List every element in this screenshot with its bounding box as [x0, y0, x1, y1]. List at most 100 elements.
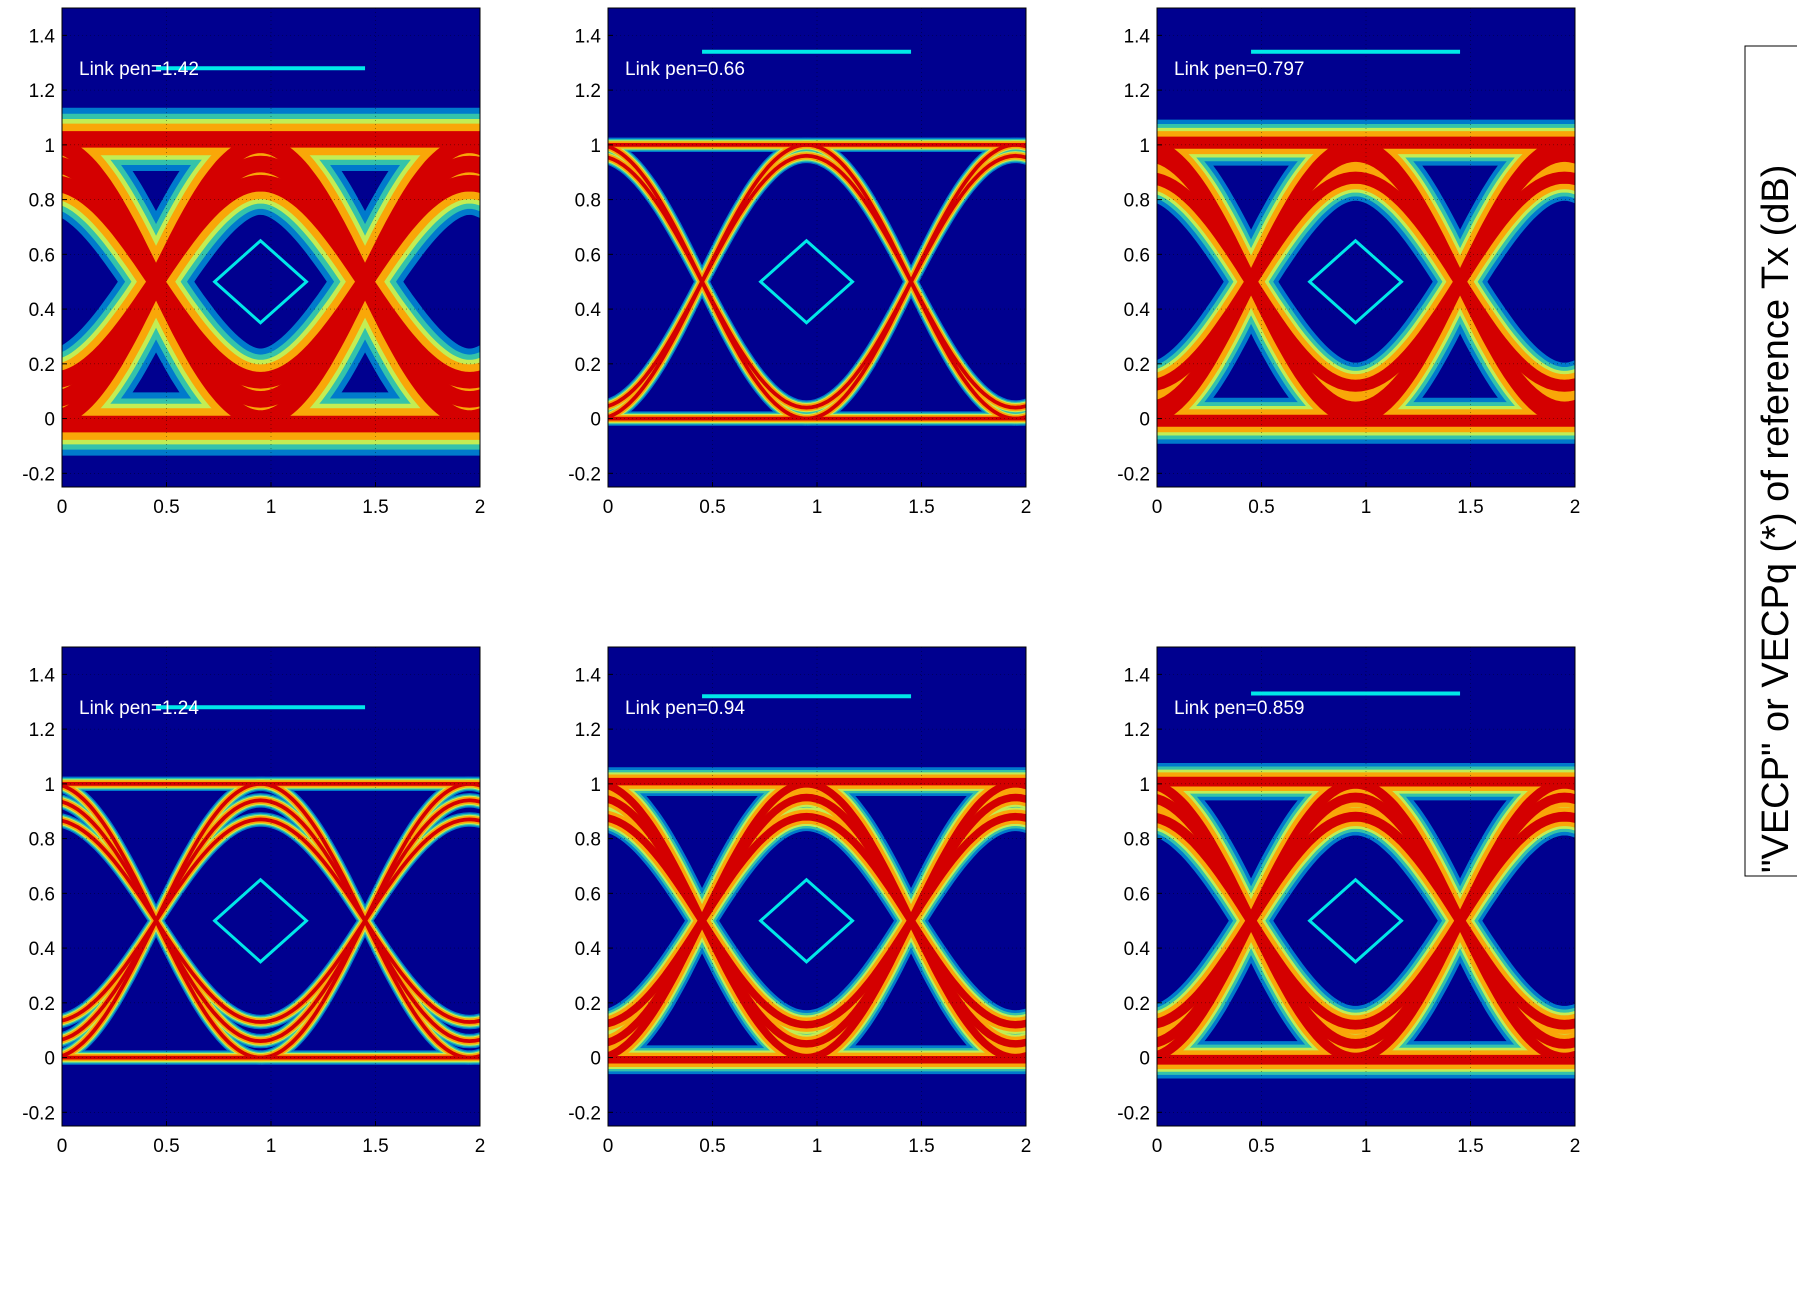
- eye-transition: [1564, 768, 1575, 802]
- y-tick-label: 0.6: [1124, 884, 1150, 905]
- eye-isi-trace: [148, 155, 373, 286]
- grid: [608, 647, 1026, 1126]
- eye-isi-trace: [1157, 151, 1257, 285]
- y-tick-label: 1.2: [1124, 720, 1150, 741]
- x-tick-label: 0: [603, 1136, 614, 1157]
- y-tick-label: 0.8: [575, 191, 601, 212]
- y-tick-label: 1: [590, 136, 601, 157]
- y-tick-label: 0: [1139, 1049, 1150, 1070]
- eye-isi-trace: [1454, 278, 1575, 392]
- eye-isi-trace: [608, 918, 706, 1028]
- eye-isi-trace: [1157, 918, 1256, 1048]
- y-tick-label: 0.2: [29, 355, 55, 376]
- x-tick-label: 0: [57, 497, 68, 518]
- y-tick-label: 1: [44, 775, 55, 796]
- eye-transition: [1564, 130, 1575, 163]
- x-tick-label: 1: [1361, 1136, 1372, 1157]
- eye-transition: [0, 145, 52, 419]
- y-tick-label: -0.2: [568, 1103, 601, 1124]
- eye-transition: [0, 784, 52, 1058]
- y-tick-label: 0.2: [575, 994, 601, 1015]
- side-label-box: "VECP" or VECPq (*) of reference Tx (dB): [1744, 45, 1797, 877]
- x-tick-label: 0.5: [1248, 497, 1274, 518]
- eye-isi-trace: [1157, 918, 1256, 1029]
- eye-transition: [0, 145, 52, 419]
- x-tick-label: 1.5: [908, 497, 934, 518]
- eye-isi-trace: [1246, 918, 1465, 1030]
- x-tick-label: 2: [1570, 497, 1581, 518]
- link-pen-annotation: Link pen=0.66: [625, 59, 745, 80]
- eye-isi-trace: [154, 919, 367, 1024]
- link-pen-annotation: Link pen=0.859: [1174, 698, 1304, 719]
- eye-isi-trace: [907, 793, 1026, 923]
- y-tick-label: 1: [1139, 136, 1150, 157]
- eye-transition: [1564, 779, 1575, 791]
- eye-isi-trace: [358, 277, 480, 389]
- eye-isi-trace: [608, 918, 706, 1047]
- eye-isi-trace: [909, 280, 1026, 410]
- x-tick-label: 1: [266, 1136, 277, 1157]
- link-pen-annotation: Link pen=1.42: [79, 59, 199, 80]
- eye-isi-trace: [1454, 149, 1575, 285]
- grid: [608, 8, 1026, 487]
- eye-isi-trace: [363, 798, 480, 922]
- eye-transition: [0, 784, 52, 1058]
- eye-isi-trace: [1246, 811, 1465, 924]
- eye-transition: [1563, 1045, 1575, 1067]
- eye-isi-trace: [608, 795, 706, 923]
- eye-transition: [0, 784, 52, 1058]
- eye-isi-trace: [1245, 149, 1466, 285]
- eye-isi-trace: [608, 155, 704, 283]
- eye-isi-trace: [1157, 278, 1257, 413]
- eye-transition: [1563, 121, 1575, 173]
- mask-diamond: [212, 238, 309, 325]
- y-tick-label: 0.6: [29, 245, 55, 266]
- eye-transition: [1564, 771, 1575, 799]
- eye-isi-trace: [62, 157, 164, 286]
- eye-isi-trace: [1455, 918, 1575, 1049]
- eye-transition: [1564, 410, 1575, 425]
- eye-transition: [1563, 404, 1575, 431]
- eye-isi-trace: [1157, 813, 1256, 924]
- eye-isi-trace: [1157, 278, 1257, 391]
- x-tick-label: 0.5: [153, 497, 179, 518]
- eye-isi-trace: [1455, 918, 1575, 1030]
- x-tick-label: 0: [1152, 1136, 1163, 1157]
- eye-isi-trace: [1246, 918, 1465, 1049]
- y-tick-label: 1.4: [1124, 665, 1151, 686]
- eye-isi-trace: [62, 919, 158, 1023]
- eye-isi-trace: [907, 812, 1026, 923]
- eye-isi-trace: [154, 798, 367, 922]
- y-tick-label: 0.2: [1124, 994, 1150, 1015]
- eye-transition: [1563, 1039, 1575, 1073]
- eye-transition: [0, 784, 52, 1058]
- eye-transition: [0, 145, 52, 419]
- y-tick-label: 0.4: [1124, 939, 1151, 960]
- x-tick-label: 2: [475, 1136, 486, 1157]
- x-tick-label: 0: [57, 1136, 68, 1157]
- eye-transition: [0, 145, 52, 419]
- eye-panel-1: Link pen=1.420 0.5 1 1.5 2-0.200.20.40.60.81…: [0, 7, 485, 518]
- eye-transition: [0, 784, 52, 1058]
- eye-diagram-panels: Link pen=1.420 0.5 1 1.5 2-0.200.20.40.60.81…: [0, 7, 1581, 1157]
- y-tick-label: 1.4: [1124, 26, 1151, 47]
- x-tick-label: 1: [812, 1136, 823, 1157]
- y-tick-label: 0.8: [575, 830, 601, 851]
- eye-isi-trace: [357, 155, 480, 286]
- y-tick-label: 1: [590, 775, 601, 796]
- eye-transition: [1563, 1035, 1575, 1077]
- eye-isi-trace: [1157, 794, 1256, 924]
- eye-transition: [0, 145, 52, 419]
- x-tick-label: 0.5: [699, 497, 725, 518]
- y-tick-label: 0.4: [575, 300, 602, 321]
- x-tick-label: 2: [1021, 497, 1032, 518]
- x-tick-label: 1.5: [1457, 497, 1483, 518]
- eye-transition: [1563, 126, 1575, 168]
- y-tick-label: 0.6: [1124, 245, 1150, 266]
- eye-isi-trace: [62, 799, 158, 922]
- eye-traces: [608, 767, 1026, 1075]
- eye-transition: [1563, 765, 1575, 807]
- x-tick-label: 1.5: [362, 1136, 388, 1157]
